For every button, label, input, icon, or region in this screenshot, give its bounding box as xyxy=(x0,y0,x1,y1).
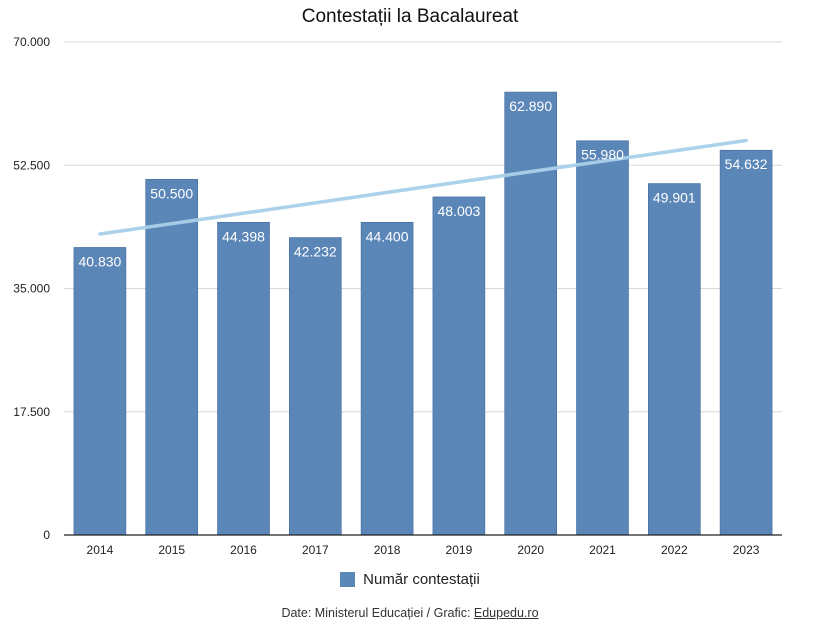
y-tick-label: 0 xyxy=(43,528,50,542)
legend: Număr contestații xyxy=(0,571,820,588)
bar-2015 xyxy=(145,179,198,536)
x-tick-label: 2022 xyxy=(661,543,688,557)
x-tick-label: 2017 xyxy=(302,543,329,557)
bar-2018 xyxy=(360,221,414,536)
data-label-2023: 54.632 xyxy=(725,156,768,172)
bar-2022 xyxy=(647,183,701,536)
data-label-2020: 62.890 xyxy=(509,98,552,114)
bar-2019 xyxy=(432,196,486,536)
legend-swatch xyxy=(340,572,356,587)
y-tick-label: 52.500 xyxy=(13,158,50,172)
bar-2021 xyxy=(576,140,629,536)
legend-label: Număr contestații xyxy=(363,571,480,588)
x-tick-label: 2014 xyxy=(87,543,114,557)
source-link[interactable]: Edupedu.ro xyxy=(473,606,539,620)
source-note: Date: Ministerul Educației / Grafic: Edu… xyxy=(0,606,820,620)
data-label-2019: 48.003 xyxy=(437,203,480,219)
y-tick-label: 70.000 xyxy=(13,35,50,49)
x-tick-label: 2018 xyxy=(374,543,401,557)
chart-title: Contestații la Bacalaureat xyxy=(301,6,519,27)
y-tick-label: 35.000 xyxy=(13,282,50,296)
data-label-2022: 49.901 xyxy=(653,190,696,206)
bar-2017 xyxy=(288,237,342,536)
x-tick-label: 2016 xyxy=(230,543,257,557)
x-tick-label: 2020 xyxy=(517,543,544,557)
data-label-2016: 44.398 xyxy=(222,228,265,244)
source-text: Date: Ministerul Educației / Grafic: xyxy=(281,606,474,620)
trendline xyxy=(98,138,748,236)
bar-chart: 0 17.500 35.000 52.500 70.000 40.830 50.500 44.… xyxy=(13,35,782,557)
data-label-2017: 42.232 xyxy=(294,244,337,260)
y-tick-label: 17.500 xyxy=(13,405,50,419)
bar-2016 xyxy=(217,222,270,536)
x-tick-label: 2015 xyxy=(158,543,185,557)
x-tick-label: 2023 xyxy=(733,543,760,557)
data-label-2021: 55.980 xyxy=(581,147,624,163)
data-label-2018: 44.400 xyxy=(366,228,409,244)
data-label-2015: 50.500 xyxy=(150,185,193,201)
bar-2014 xyxy=(73,247,127,536)
bar-2023 xyxy=(719,149,773,536)
x-tick-label: 2019 xyxy=(446,543,473,557)
bar-2020 xyxy=(504,91,558,536)
x-tick-label: 2021 xyxy=(589,543,616,557)
data-label-2014: 40.830 xyxy=(78,253,121,269)
